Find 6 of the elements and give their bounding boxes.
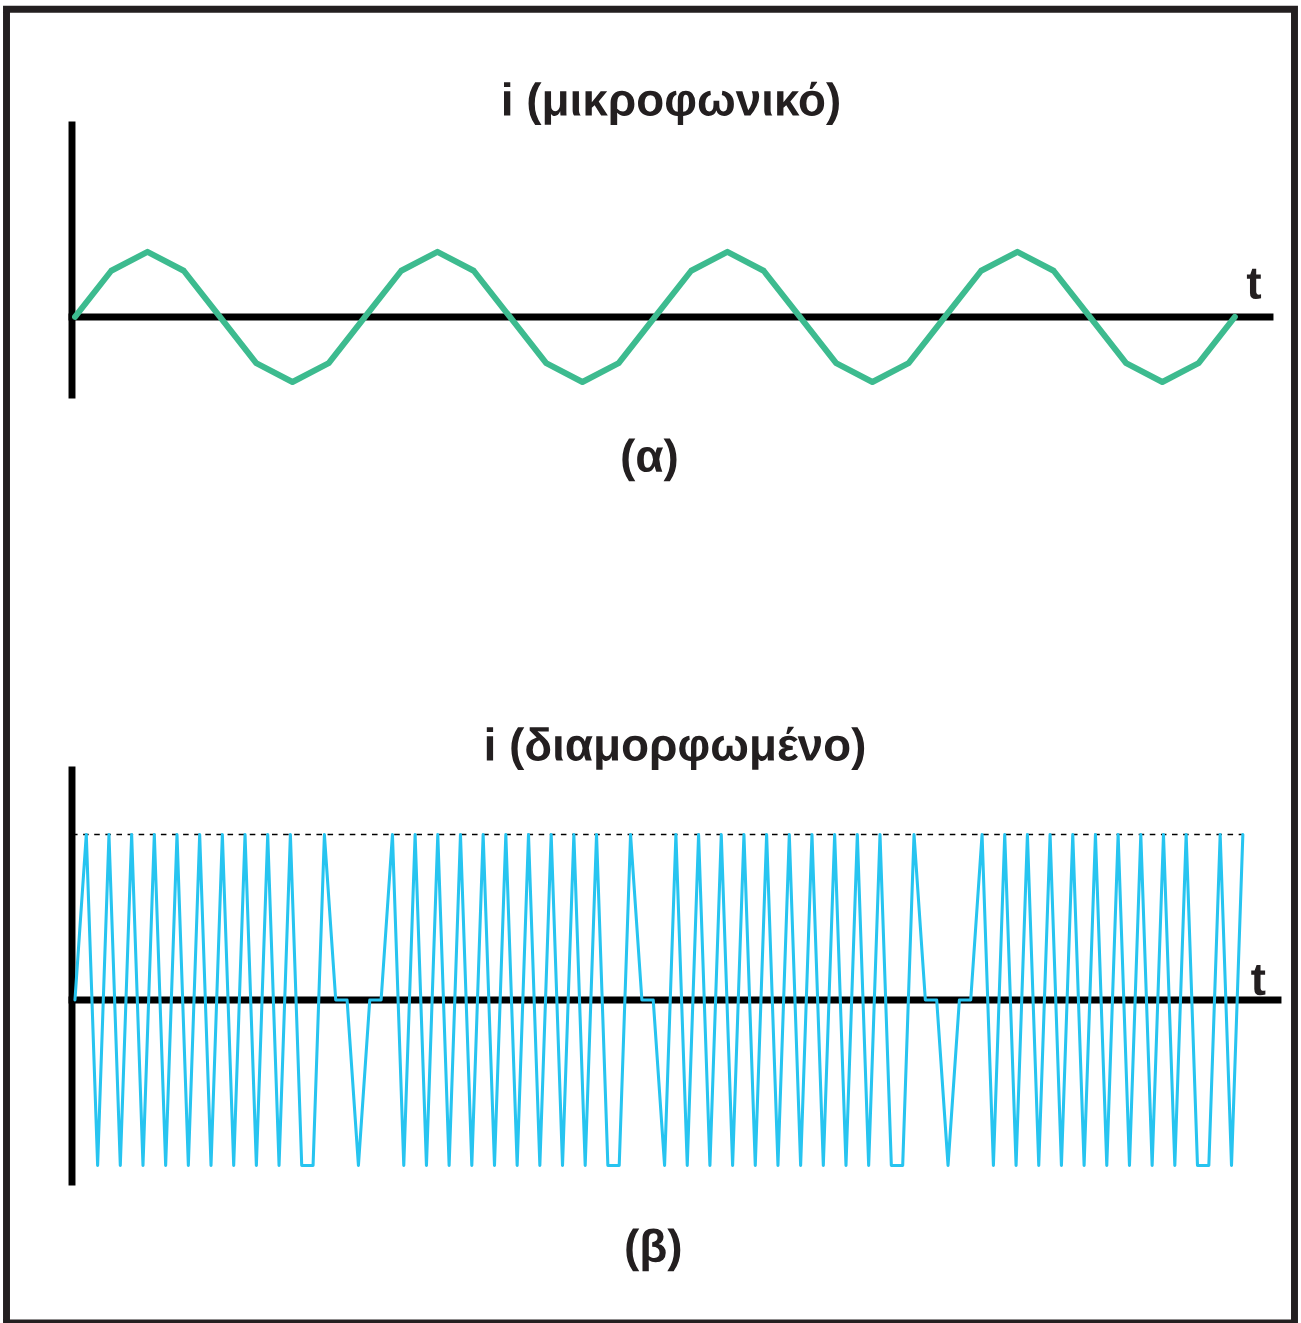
x-axis-title: t	[1246, 268, 1262, 300]
chart-title: i (διαμορφωμένο)	[486, 726, 865, 770]
x-axis-title: t	[1251, 964, 1266, 996]
chart-title: i (μικροφωνικό)	[504, 81, 839, 125]
text: (α)	[622, 438, 677, 482]
text: (β)	[626, 1228, 681, 1272]
